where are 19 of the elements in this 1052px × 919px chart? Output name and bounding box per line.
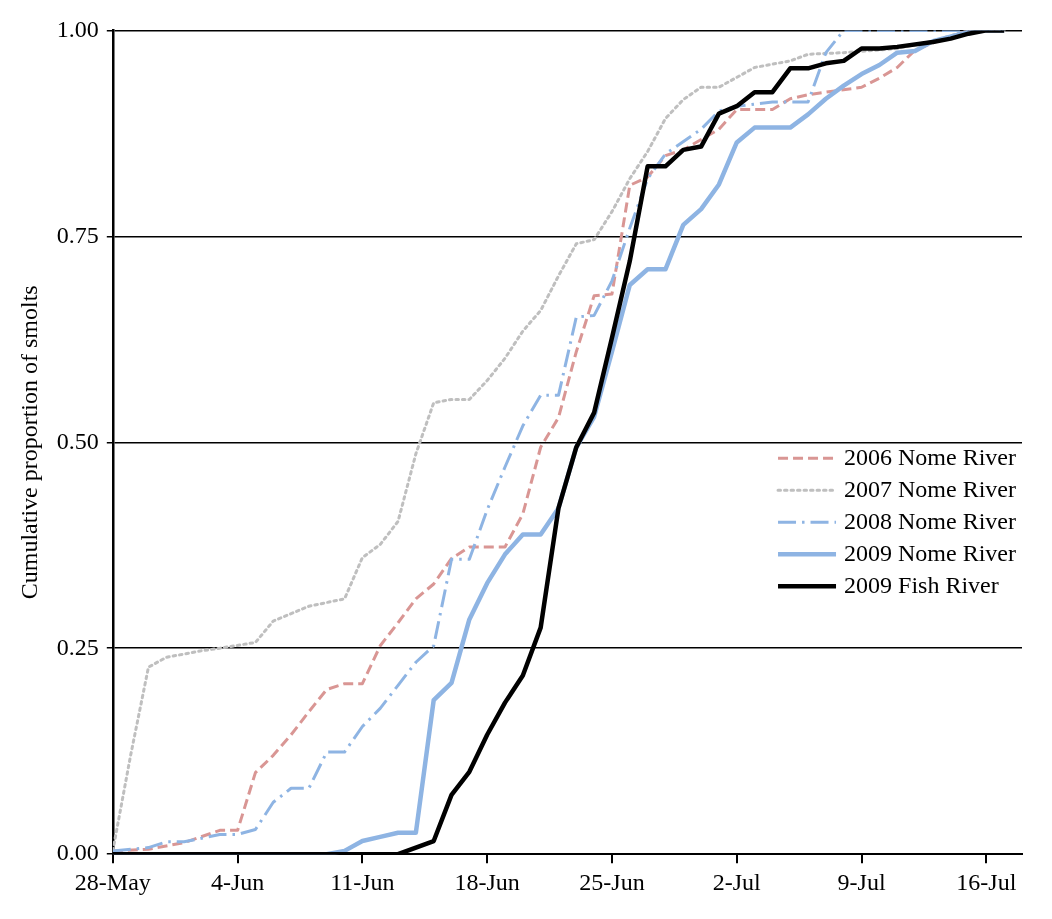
y-axis-title: Cumulative proportion of smolts: [15, 285, 42, 600]
x-tick-label: 28-May: [74, 868, 151, 895]
legend-label: 2008 Nome River: [844, 507, 1017, 534]
x-tick-label: 4-Jun: [210, 868, 265, 895]
legend-label: 2009 Fish River: [844, 571, 999, 598]
x-tick-label: 16-Jul: [956, 868, 1017, 895]
y-tick-label: 0.75: [56, 221, 99, 248]
x-tick-label: 25-Jun: [579, 868, 645, 895]
x-tick-label: 18-Jun: [454, 868, 520, 895]
y-tick-label: 0.00: [56, 839, 99, 866]
y-tick-label: 0.50: [56, 427, 99, 454]
y-tick-label: 1.00: [56, 15, 99, 42]
y-tick-label: 0.25: [56, 633, 99, 660]
x-tick-label: 9-Jul: [837, 868, 886, 895]
legend-label: 2009 Nome River: [844, 539, 1017, 566]
x-tick-label: 2-Jul: [712, 868, 762, 895]
x-tick-label: 11-Jun: [330, 868, 395, 895]
legend-label: 2006 Nome River: [844, 443, 1017, 470]
legend-label: 2007 Nome River: [844, 475, 1017, 502]
